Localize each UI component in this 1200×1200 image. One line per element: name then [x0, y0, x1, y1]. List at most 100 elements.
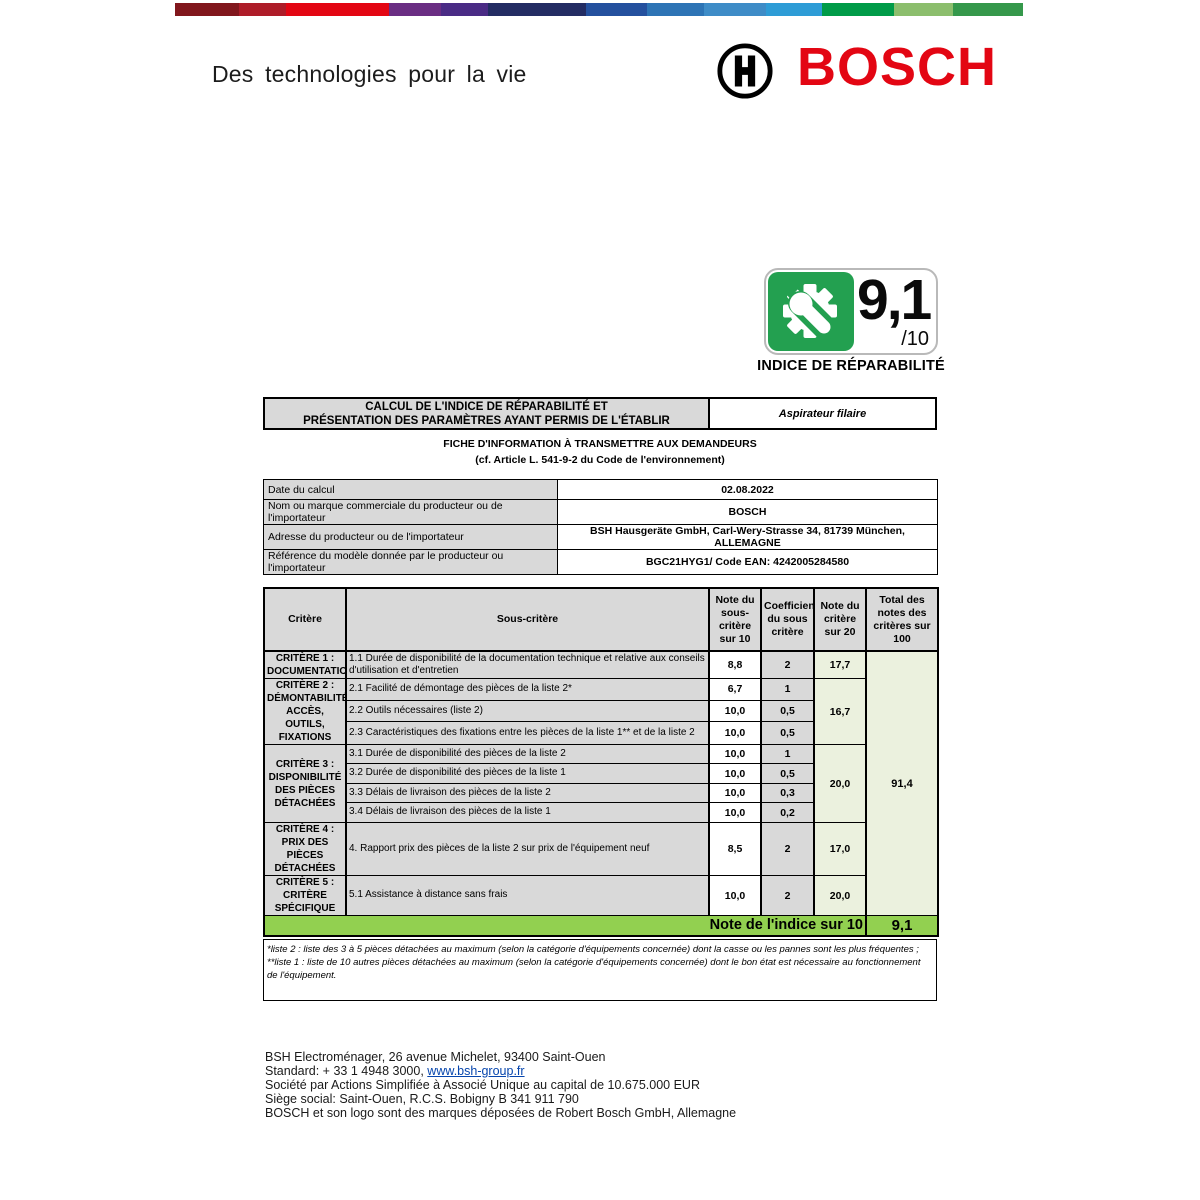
- column-header: Critère: [263, 587, 347, 652]
- criteria-header-row: Critère Sous-critère Note du sous-critère …: [263, 587, 939, 652]
- sheet-subtitle-line1: FICHE D'INFORMATION À TRANSMETTRE AUX DE…: [443, 438, 757, 450]
- footnote-1: *liste 2 : liste des 3 à 5 pièces détach…: [267, 943, 919, 955]
- criterion-score-20: 20,0: [813, 744, 867, 823]
- final-score-row: Note de l'indice sur 10 9,1: [263, 915, 939, 936]
- criteria-row: 2.3 Caractéristiques des fixations entre…: [264, 721, 938, 745]
- footer-company-form: Société par Actions Simplifiée à Associé…: [265, 1078, 700, 1092]
- sheet-title-line2: PRÉSENTATION DES PARAMÈTRES AYANT PERMIS…: [303, 414, 670, 427]
- footer-phone: Standard: + 33 1 4948 3000,: [265, 1064, 428, 1078]
- criteria-row: CRITÈRE 2 : DÉMONTABILITÉ, ACCÈS, OUTILS…: [263, 678, 938, 745]
- subcriterion-coefficient: 1: [760, 678, 815, 701]
- info-value: BGC21HYG1/ Code EAN: 4242005284580: [557, 549, 938, 575]
- footer-registration: Siège social: Saint-Ouen, R.C.S. Bobigny…: [265, 1092, 579, 1106]
- subcriterion-score: 6,7: [708, 678, 762, 701]
- company-footer: BSH Electroménager, 26 avenue Michelet, …: [265, 1050, 736, 1120]
- strip-segment: [585, 3, 648, 16]
- subcriterion-score: 8,5: [708, 822, 762, 876]
- strip-segment: [286, 3, 390, 16]
- footnote-2: **liste 1 : liste de 10 autres pièces dé…: [267, 956, 921, 981]
- brand-tagline: Des technologies pour la vie: [212, 61, 527, 87]
- badge-denominator: /10: [901, 328, 929, 350]
- subcriterion-coefficient: 0,2: [760, 802, 815, 823]
- criteria-row: CRITÈRE 1 : DOCUMENTATION 1.1 Durée de di…: [263, 650, 939, 916]
- strip-segment: [389, 3, 441, 16]
- strip-segment: [647, 3, 704, 16]
- repairability-badge: 9,1 /10: [764, 268, 938, 355]
- subcriterion-coefficient: 0,3: [760, 783, 815, 803]
- footer-website-link[interactable]: www.bsh-group.fr: [427, 1064, 525, 1078]
- footer-trademark: BOSCH et son logo sont des marques dépos…: [265, 1106, 737, 1120]
- strip-segment: [953, 3, 1024, 16]
- criterion-name: CRITÈRE 1 : DOCUMENTATION: [263, 650, 347, 679]
- sheet-subtitle-line2: (cf. Article L. 541-9-2 du Code de l'env…: [475, 454, 725, 466]
- subcriterion-coefficient: 1: [760, 744, 815, 764]
- subcriterion-score: 10,0: [708, 763, 762, 784]
- footnotes: *liste 2 : liste des 3 à 5 pièces détach…: [263, 938, 937, 1001]
- subcriterion-label: 3.2 Durée de disponibilité des pièces de…: [345, 763, 710, 784]
- info-label: Date du calcul: [263, 479, 558, 500]
- criterion-name: CRITÈRE 3 : DISPONIBILITÉ DES PIÈCES DÉT…: [263, 744, 347, 823]
- criterion-name: CRITÈRE 5 : CRITÈRE SPÉCIFIQUE: [263, 875, 347, 916]
- subcriterion-label: 1.1 Durée de disponibilité de la documen…: [345, 650, 710, 679]
- subcriterion-score: 10,0: [708, 721, 762, 745]
- criteria-row: 3.3 Délais de livraison des pièces de la…: [264, 783, 938, 803]
- sheet-title-line1: CALCUL DE L'INDICE DE RÉPARABILITÉ ET: [365, 400, 608, 413]
- criteria-row: CRITÈRE 3 : DISPONIBILITÉ DES PIÈCES DÉT…: [263, 744, 938, 823]
- criterion-score-20: 16,7: [813, 678, 867, 745]
- subcriterion-score: 10,0: [708, 699, 762, 723]
- subcriterion-label: 2.3 Caractéristiques des fixations entre…: [345, 721, 710, 745]
- subcriterion-label: 2.1 Facilité de démontage des pièces de …: [345, 678, 710, 701]
- subcriterion-coefficient: 0,5: [760, 721, 815, 745]
- sheet-title-row: CALCUL DE L'INDICE DE RÉPARABILITÉ ET PR…: [263, 397, 937, 430]
- subcriterion-coefficient: 2: [760, 650, 815, 679]
- subcriterion-coefficient: 0,5: [760, 763, 815, 784]
- subcriterion-label: 3.1 Durée de disponibilité des pièces de…: [345, 744, 710, 764]
- footer-address: BSH Electroménager, 26 avenue Michelet, …: [265, 1050, 606, 1064]
- repairability-icon: [768, 272, 854, 351]
- footer-phone-line: Standard: + 33 1 4948 3000, www.bsh-grou…: [265, 1064, 736, 1078]
- criterion-score-20: 20,0: [813, 875, 867, 916]
- strip-segment: [765, 3, 823, 16]
- subcriterion-label: 5.1 Assistance à distance sans frais: [345, 875, 710, 916]
- subcriterion-score: 8,8: [708, 650, 762, 679]
- badge-score-area: 9,1 /10: [856, 270, 936, 353]
- subcriterion-score: 10,0: [708, 783, 762, 803]
- criteria-row: 3.2 Durée de disponibilité des pièces de…: [264, 763, 938, 784]
- info-value: BSH Hausgeräte GmbH, Carl-Wery-Strasse 3…: [557, 524, 938, 550]
- info-row: Référence du modèle donnée par le produc…: [263, 549, 938, 575]
- info-row: Nom ou marque commerciale du producteur …: [263, 499, 938, 525]
- subcriterion-label: 2.2 Outils nécessaires (liste 2): [345, 699, 710, 723]
- strip-segment: [487, 3, 586, 16]
- brand-color-strip: [175, 3, 1024, 16]
- strip-segment: [440, 3, 488, 16]
- column-header: Note du critère sur 20: [813, 587, 867, 652]
- product-category: Aspirateur filaire: [710, 397, 937, 430]
- column-header: Total des notes des critères sur 100: [865, 587, 939, 652]
- info-label: Nom ou marque commerciale du producteur …: [263, 499, 558, 525]
- product-info-body: Date du calcul 02.08.2022 Nom ou marque co…: [263, 479, 938, 575]
- criteria-table-body: CRITÈRE 1 : DOCUMENTATION 1.1 Durée de di…: [263, 650, 939, 936]
- bosch-logo-text: BOSCH: [797, 37, 998, 97]
- subcriterion-label: 3.4 Délais de livraison des pièces de la…: [345, 802, 710, 823]
- bosch-anchor-icon: [716, 42, 774, 105]
- info-value: 02.08.2022: [557, 479, 938, 500]
- strip-segment: [894, 3, 954, 16]
- subcriterion-coefficient: 2: [760, 822, 815, 876]
- total-score-100: 91,4: [865, 650, 939, 916]
- criterion-name: CRITÈRE 2 : DÉMONTABILITÉ, ACCÈS, OUTILS…: [263, 678, 347, 745]
- strip-segment: [238, 3, 287, 16]
- badge-score: 9,1: [857, 268, 932, 332]
- strip-segment: [175, 3, 239, 16]
- column-header: Sous-critère: [345, 587, 710, 652]
- info-value: BOSCH: [557, 499, 938, 525]
- subcriterion-coefficient: 2: [760, 875, 815, 916]
- subcriterion-score: 10,0: [708, 802, 762, 823]
- badge-label: INDICE DE RÉPARABILITÉ: [757, 358, 945, 374]
- repairability-sheet: CALCUL DE L'INDICE DE RÉPARABILITÉ ET PR…: [263, 397, 939, 1001]
- criterion-score-20: 17,7: [813, 650, 867, 679]
- criterion-name: CRITÈRE 4 : PRIX DES PIÈCES DÉTACHÉES: [263, 822, 347, 876]
- subcriterion-coefficient: 0,5: [760, 699, 815, 723]
- column-header: Note du sous-critère sur 10: [708, 587, 762, 652]
- criteria-row: 2.2 Outils nécessaires (liste 2) 10,0 0,5: [264, 699, 938, 723]
- final-score-value: 9,1: [865, 915, 939, 936]
